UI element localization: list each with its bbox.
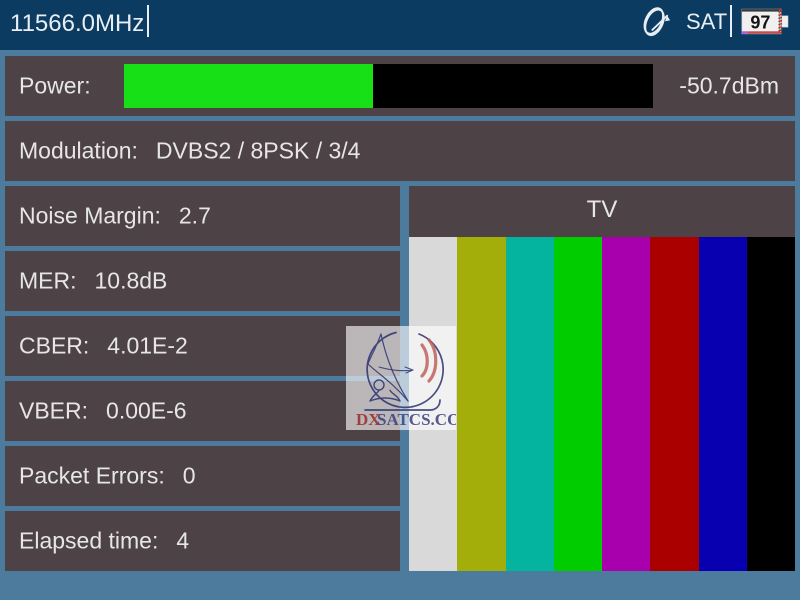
svg-text:97: 97 (750, 12, 770, 32)
svg-text:SATCS.COM: SATCS.COM (377, 410, 456, 429)
